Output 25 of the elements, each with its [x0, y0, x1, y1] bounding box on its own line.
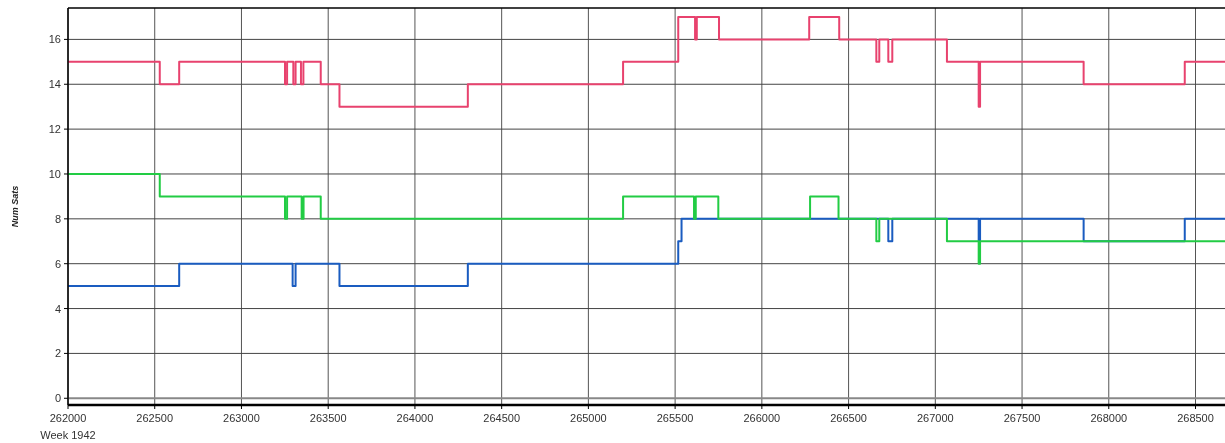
y-tick-label: 8 — [54, 212, 61, 225]
y-tick-label: 6 — [54, 257, 61, 270]
x-tick-label: 265000 — [570, 412, 607, 424]
x-tick-label: 268000 — [1090, 412, 1128, 424]
x-tick-label: 263000 — [223, 412, 260, 424]
y-tick-label: 2 — [54, 347, 61, 360]
x-tick-label: 265500 — [656, 412, 694, 424]
x-tick-label: 264000 — [396, 412, 434, 424]
y-tick-label: 0 — [54, 392, 61, 405]
x-axis-title: Week 1942 — [40, 429, 96, 441]
x-tick-label: 262000 — [49, 412, 87, 424]
x-tick-label: 268500 — [1177, 412, 1214, 424]
x-tick-label: 267500 — [1003, 412, 1041, 424]
x-tick-label: 266000 — [743, 412, 781, 424]
y-tick-label: 4 — [54, 302, 61, 315]
x-tick-label: 263500 — [309, 412, 347, 424]
x-tick-label: 262500 — [136, 412, 174, 424]
y-tick-label: 14 — [48, 78, 61, 91]
x-tick-label: 264500 — [483, 412, 521, 424]
x-tick-label: 267000 — [916, 412, 954, 424]
y-tick-label: 10 — [48, 167, 61, 180]
y-axis-title: Num Sats — [10, 185, 20, 228]
y-tick-label: 16 — [48, 33, 61, 46]
x-tick-label: 266500 — [830, 412, 867, 424]
y-tick-label: 12 — [48, 123, 61, 136]
